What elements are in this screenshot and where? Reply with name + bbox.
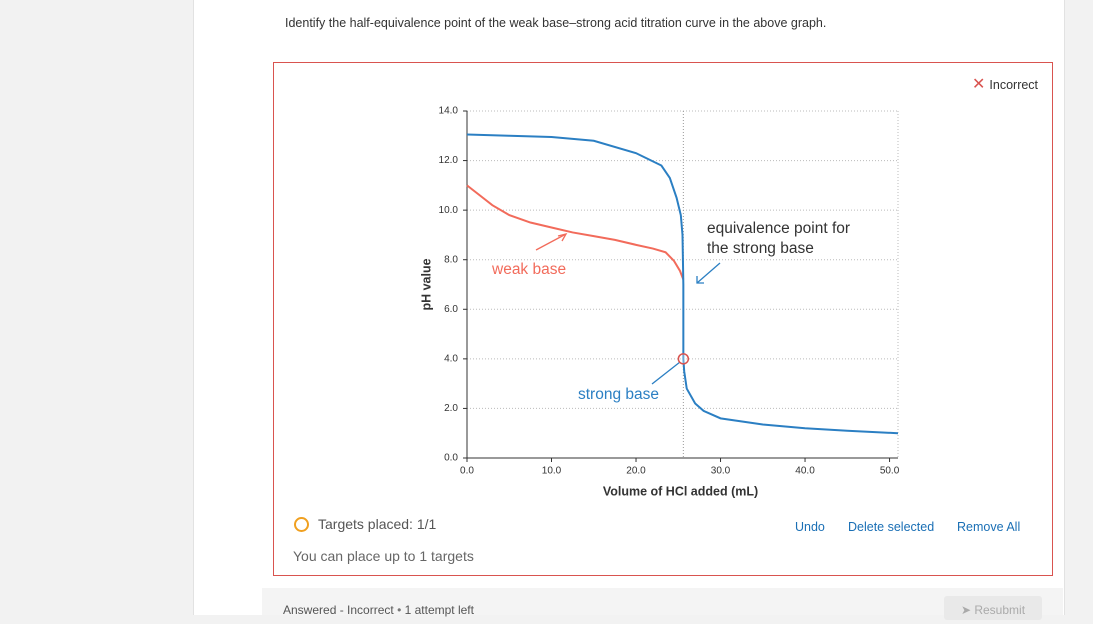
y-tick-label: 12.0	[439, 155, 459, 166]
annotation: equivalence point for the strong base	[707, 220, 850, 257]
delete-button[interactable]: Delete selected	[848, 520, 935, 534]
card	[193, 0, 1065, 615]
y-axis-label: pH value	[419, 258, 433, 310]
y-tick-label: 10.0	[439, 205, 459, 216]
x-axis-label: Volume of HCl added (mL)	[603, 484, 758, 498]
x-tick-label: 10.0	[542, 466, 562, 477]
attempts: 1 attempt left	[404, 603, 474, 617]
hint: You can place up to 1 targets	[293, 548, 474, 564]
resubmit-label: Resubmit	[974, 603, 1026, 617]
status: ✕ Incorrect	[972, 74, 1038, 94]
x-tick-label: 30.0	[711, 466, 731, 477]
y-tick-label: 8.0	[444, 254, 458, 265]
resubmit-button[interactable]: ➤ Resubmit	[944, 596, 1042, 620]
question: Identify the half-equivalence point of t…	[285, 16, 827, 30]
annotation: strong base	[578, 386, 659, 403]
y-tick-label: 6.0	[444, 304, 458, 315]
arrow	[696, 262, 721, 284]
arrowhead	[557, 232, 568, 242]
footer	[262, 588, 1063, 615]
target-marker	[677, 353, 690, 365]
status-text: Incorrect	[989, 78, 1039, 92]
target-icon	[294, 517, 309, 532]
arrow	[535, 233, 567, 251]
answer-box	[273, 62, 1053, 576]
x-tick-label: 40.0	[795, 466, 815, 477]
footer-status: Answered - Incorrect • 1 attempt left	[283, 603, 474, 617]
x-tick-label: 0.0	[460, 466, 474, 477]
series-line	[466, 184, 685, 280]
remove-all-button[interactable]: Remove All	[957, 520, 1021, 534]
targets-placed: Targets placed: 1/1	[318, 516, 437, 532]
y-tick-label: 2.0	[444, 403, 458, 414]
arrowhead	[696, 276, 704, 284]
y-tick-label: 4.0	[444, 353, 458, 364]
x-tick-label: 20.0	[626, 466, 646, 477]
y-tick-label: 14.0	[439, 106, 459, 117]
arrow	[651, 361, 681, 385]
x-tick-label: 50.0	[880, 466, 900, 477]
answer-status: Answered - Incorrect	[283, 603, 394, 617]
separator: •	[397, 603, 402, 617]
undo-button[interactable]: Undo	[795, 520, 825, 534]
chart: 0.0 2.0 4.0 6.0 8.0 10.0 12.0 14.0 0.0 10.0 20.0 30…	[419, 106, 900, 499]
annotation: weak base	[491, 261, 566, 278]
series-line	[466, 133, 899, 435]
y-tick-label: 0.0	[444, 453, 458, 464]
x-icon: ✕	[972, 76, 986, 93]
